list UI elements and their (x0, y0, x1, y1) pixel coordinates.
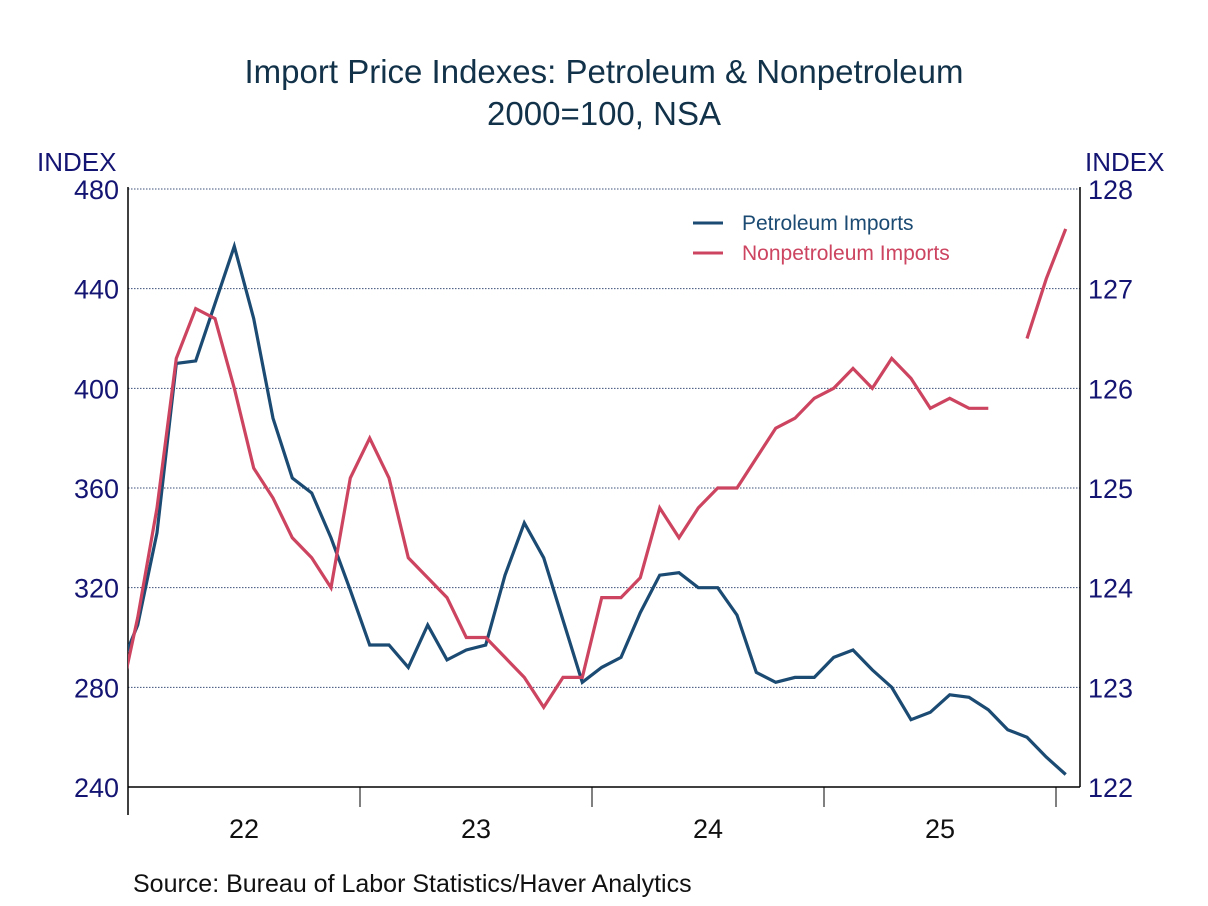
right-tick-label: 127 (1088, 275, 1133, 305)
petroleum-imports-line (128, 240, 1067, 776)
x-tick-label: 25 (925, 814, 955, 844)
left-tick-label: 360 (74, 474, 119, 504)
left-axis-label: INDEX (37, 147, 117, 177)
chart-title: Import Price Indexes: Petroleum & Nonpet… (244, 53, 964, 90)
left-tick-label: 440 (74, 275, 119, 305)
axes (127, 187, 1081, 815)
legend-label: Nonpetroleum Imports (742, 242, 950, 265)
legend: Petroleum Imports Nonpetroleum Imports (693, 212, 950, 265)
right-tick-label: 125 (1088, 474, 1133, 504)
left-tick-label: 480 (74, 175, 119, 205)
right-tick-label: 123 (1088, 673, 1133, 703)
legend-label: Petroleum Imports (742, 212, 914, 235)
right-tick-label: 124 (1088, 574, 1133, 604)
series-lines (128, 228, 1068, 776)
x-tick-label: 24 (693, 814, 723, 844)
left-tick-label: 240 (74, 773, 119, 803)
x-tick-label: 22 (229, 814, 259, 844)
right-tick-label: 126 (1088, 374, 1133, 404)
nonpetroleum-imports-line (1025, 228, 1068, 339)
left-tick-label: 280 (74, 673, 119, 703)
nonpetroleum-imports-line (128, 306, 989, 711)
left-tick-label: 320 (74, 574, 119, 604)
gridlines (128, 188, 1080, 688)
left-tick-label: 400 (74, 374, 119, 404)
right-axis-label: INDEX (1085, 147, 1165, 177)
right-tick-label: 122 (1088, 773, 1133, 803)
tick-labels: 240 280 320 360 400 440 480 122 123 124 125 126 127 1… (74, 175, 1133, 844)
x-tick-label: 23 (461, 814, 491, 844)
chart-subtitle: 2000=100, NSA (487, 95, 721, 132)
right-tick-label: 128 (1088, 175, 1133, 205)
source-note: Source: Bureau of Labor Statistics/Haver… (133, 870, 692, 898)
